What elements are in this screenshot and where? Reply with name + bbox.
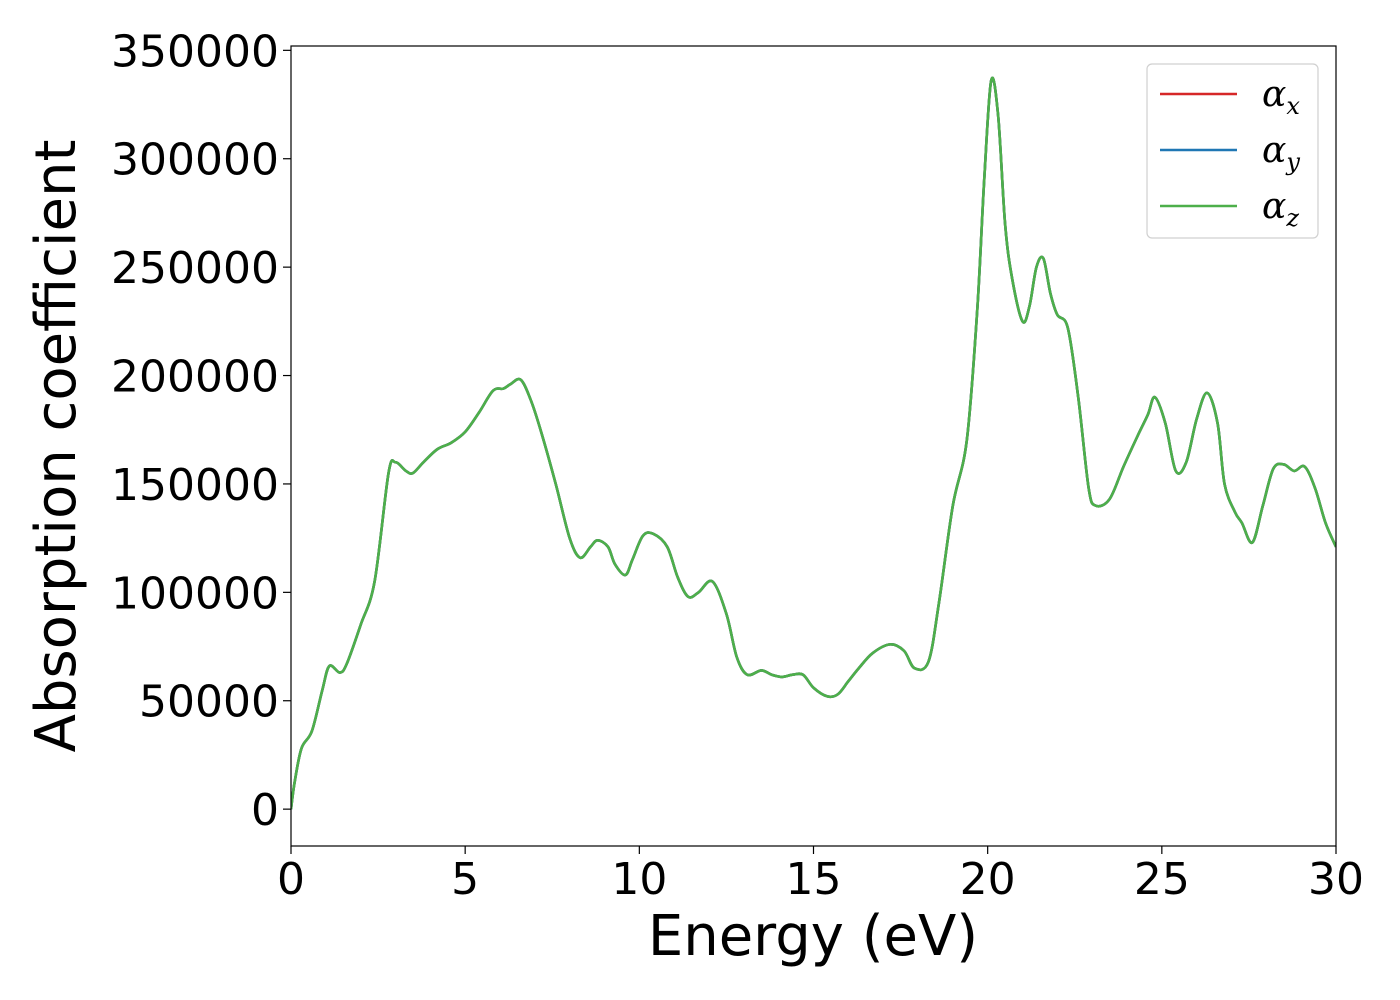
x-tick-label: 10 bbox=[611, 854, 667, 905]
legend-label-alpha-y: αy bbox=[1262, 130, 1300, 176]
y-tick-label: 350000 bbox=[111, 26, 279, 77]
y-tick-label: 200000 bbox=[111, 352, 279, 403]
y-axis: 0 50000 100000 150000 200000 250000 300000 3500… bbox=[111, 26, 291, 836]
y-tick-label: 0 bbox=[251, 785, 279, 836]
y-axis-title: Absorption coefficient bbox=[24, 140, 89, 753]
y-tick-label: 50000 bbox=[139, 677, 279, 728]
x-axis-title: Energy (eV) bbox=[648, 904, 978, 969]
x-tick-label: 0 bbox=[277, 854, 305, 905]
series-line-alpha-z bbox=[291, 76, 1336, 810]
y-tick-label: 150000 bbox=[111, 460, 279, 511]
series-layer bbox=[291, 76, 1336, 810]
legend: αx αy αz bbox=[1146, 63, 1319, 239]
x-tick-label: 15 bbox=[786, 854, 842, 905]
y-tick-label: 100000 bbox=[111, 568, 279, 619]
legend-label-alpha-z: αz bbox=[1262, 186, 1299, 232]
x-tick-label: 20 bbox=[960, 854, 1016, 905]
legend-label-alpha-x: αx bbox=[1262, 74, 1300, 120]
x-axis: 0 5 10 15 20 25 30 bbox=[277, 846, 1364, 905]
x-tick-label: 25 bbox=[1134, 854, 1190, 905]
x-tick-label: 30 bbox=[1308, 854, 1364, 905]
x-tick-label: 5 bbox=[451, 854, 479, 905]
y-tick-label: 300000 bbox=[111, 135, 279, 186]
y-tick-label: 250000 bbox=[111, 243, 279, 294]
